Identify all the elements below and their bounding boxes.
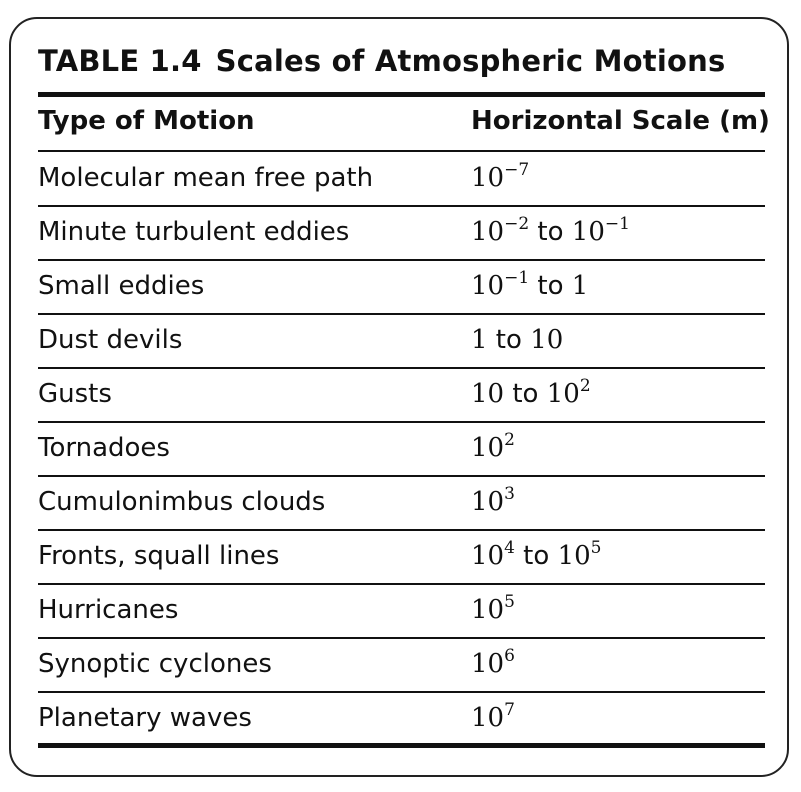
scale-base: 10 [471,541,505,571]
scale-base: 10 [471,595,505,625]
row-divider [38,529,765,531]
scale-base: 10 [471,703,505,733]
scale-exponent: 4 [504,538,515,558]
horizontal-scale-cell: 10−7 [471,160,530,196]
table-row: Planetary waves 107 [38,692,765,746]
table-row: Minute turbulent eddies 10−2 to 10−1 [38,206,765,260]
table-row: Molecular mean free path 10−7 [38,152,765,206]
horizontal-scale-cell: 10−2 to 10−1 [471,214,630,250]
table-row: Gusts 10 to 102 [38,368,765,422]
scale-base: 10 [471,217,505,247]
column-header-type: Type of Motion [38,106,255,136]
scale-exponent: −1 [604,214,630,234]
scale-exponent: 6 [504,646,515,666]
scale-connector: to [529,217,572,247]
table-row: Tornadoes 102 [38,422,765,476]
table-title: TABLE 1.4 Scales of Atmospheric Motions [38,44,725,78]
motion-type-cell: Small eddies [38,271,205,301]
table-label: TABLE 1.4 [38,44,202,78]
row-divider [38,637,765,639]
scale-exponent: −1 [504,268,530,288]
horizontal-scale-cell: 105 [471,592,515,628]
scale-exponent: 5 [590,538,602,558]
scale-base: 10 [571,217,605,247]
table-row: Synoptic cyclones 106 [38,638,765,692]
motion-type-cell: Minute turbulent eddies [38,217,350,247]
scale-base: 10 [471,433,505,463]
scale-exponent: 2 [504,430,515,450]
motion-type-cell: Gusts [38,379,112,409]
scale-connector: to [529,271,572,301]
header-rule [38,150,765,152]
table-frame [9,17,789,777]
scale-exponent: −2 [504,214,530,234]
scale-base: 10 [530,325,564,355]
motion-type-cell: Molecular mean free path [38,163,374,193]
horizontal-scale-cell: 107 [471,700,515,736]
horizontal-scale-cell: 104 to 105 [471,538,602,574]
scale-exponent: 2 [579,376,591,396]
bottom-rule [38,743,765,748]
motion-type-cell: Cumulonimbus clouds [38,487,326,517]
top-rule [38,92,765,97]
scale-connector: to [514,541,558,571]
scale-base: 10 [557,541,591,571]
motion-type-cell: Fronts, squall lines [38,541,280,571]
scale-base: 10 [471,163,505,193]
scale-base: 10 [471,271,505,301]
motion-type-cell: Synoptic cyclones [38,649,272,679]
scale-base: 1 [471,325,488,355]
table-row: Small eddies 10−1 to 1 [38,260,765,314]
row-divider [38,691,765,693]
horizontal-scale-cell: 10−1 to 1 [471,268,589,304]
row-divider [38,421,765,423]
row-divider [38,259,765,261]
table-row: Dust devils 1 to 10 [38,314,765,368]
row-divider [38,475,765,477]
horizontal-scale-cell: 106 [471,646,515,682]
scale-connector: to [487,325,531,355]
row-divider [38,583,765,585]
horizontal-scale-cell: 103 [471,484,515,520]
scale-base: 10 [546,379,580,409]
scale-exponent: 3 [504,484,515,504]
scale-connector: to [504,379,547,409]
horizontal-scale-cell: 10 to 102 [471,376,591,412]
row-divider [38,367,765,369]
column-header-scale: Horizontal Scale (m) [471,106,770,136]
horizontal-scale-cell: 1 to 10 [471,325,563,355]
scale-base: 10 [471,487,505,517]
row-divider [38,313,765,315]
table-row: Hurricanes 105 [38,584,765,638]
motion-type-cell: Planetary waves [38,703,252,733]
horizontal-scale-cell: 102 [471,430,515,466]
table-caption: Scales of Atmospheric Motions [215,44,726,78]
table-row: Fronts, squall lines 104 to 105 [38,530,765,584]
motion-type-cell: Tornadoes [38,433,170,463]
scale-base: 10 [471,649,505,679]
scale-exponent: 7 [504,700,515,720]
scale-exponent: 5 [504,592,515,612]
scale-exponent: −7 [504,160,530,180]
table-row: Cumulonimbus clouds 103 [38,476,765,530]
scale-base: 10 [471,379,505,409]
row-divider [38,205,765,207]
motion-type-cell: Hurricanes [38,595,179,625]
motion-type-cell: Dust devils [38,325,183,355]
scale-base: 1 [571,271,589,301]
